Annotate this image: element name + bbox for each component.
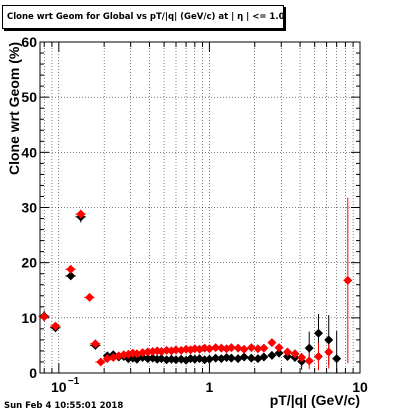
data-point bbox=[138, 348, 148, 358]
y-tick-label: 20 bbox=[21, 255, 37, 271]
data-point bbox=[132, 349, 142, 359]
x-tick-label: 1 bbox=[206, 379, 214, 395]
data-point bbox=[282, 347, 292, 357]
y-axis-label: Clone wrt Geom (%) bbox=[6, 42, 22, 175]
data-point bbox=[76, 209, 86, 219]
x-tick-label-exponent: −1 bbox=[68, 376, 80, 387]
data-point bbox=[313, 351, 323, 361]
data-point bbox=[290, 349, 300, 359]
data-point bbox=[274, 348, 284, 358]
x-tick-label: 10 bbox=[352, 379, 368, 395]
y-tick-labels: 0 10 20 30 40 50 60 bbox=[21, 34, 37, 381]
data-point bbox=[96, 357, 106, 367]
data-point bbox=[204, 344, 214, 354]
data-point bbox=[259, 352, 269, 362]
y-tick-label: 30 bbox=[21, 200, 37, 216]
data-point bbox=[39, 312, 49, 322]
data-point bbox=[211, 343, 221, 353]
data-point bbox=[332, 354, 342, 364]
data-markers bbox=[39, 209, 353, 367]
data-point bbox=[253, 344, 263, 354]
data-point bbox=[343, 275, 353, 285]
data-point bbox=[226, 343, 236, 353]
data-point bbox=[313, 328, 323, 338]
data-point bbox=[171, 345, 181, 355]
title-box: Clone wrt Geom for Global vs pT/|q| (GeV… bbox=[2, 5, 285, 29]
y-tick-label: 50 bbox=[21, 89, 37, 105]
data-point bbox=[226, 353, 236, 363]
data-point bbox=[304, 356, 314, 366]
data-point bbox=[66, 271, 76, 281]
data-point bbox=[259, 343, 269, 353]
axis-ticks bbox=[40, 41, 361, 374]
data-point bbox=[267, 350, 277, 360]
data-point bbox=[50, 321, 60, 331]
x-tick-labels: 10 −1 1 10 bbox=[51, 376, 368, 395]
y-tick-label: 0 bbox=[29, 365, 37, 381]
data-point bbox=[85, 292, 95, 302]
data-point bbox=[267, 338, 277, 348]
data-point bbox=[297, 353, 307, 363]
data-point bbox=[102, 354, 112, 364]
data-point bbox=[204, 354, 214, 364]
x-axis-label: pT/|q| (GeV/c) bbox=[270, 392, 360, 408]
data-point bbox=[66, 264, 76, 274]
timestamp: Sun Feb 4 10:55:01 2018 bbox=[4, 401, 124, 411]
data-point bbox=[216, 343, 226, 353]
data-point bbox=[246, 343, 256, 353]
chart-title: Clone wrt Geom for Global vs pT/|q| (GeV… bbox=[7, 12, 285, 22]
data-point bbox=[304, 343, 314, 353]
data-point bbox=[211, 353, 221, 363]
data-point bbox=[239, 352, 249, 362]
data-point bbox=[233, 343, 243, 353]
x-tick-label: 10 bbox=[51, 379, 67, 395]
grid bbox=[40, 42, 361, 373]
y-tick-label: 40 bbox=[21, 144, 37, 160]
data-point bbox=[324, 347, 334, 357]
y-tick-label: 10 bbox=[21, 310, 37, 326]
data-point bbox=[90, 339, 100, 349]
data-point bbox=[246, 353, 256, 363]
data-point bbox=[274, 343, 284, 353]
data-point bbox=[171, 355, 181, 365]
data-point bbox=[324, 335, 334, 345]
data-point bbox=[239, 344, 249, 354]
y-tick-label: 60 bbox=[21, 34, 37, 50]
